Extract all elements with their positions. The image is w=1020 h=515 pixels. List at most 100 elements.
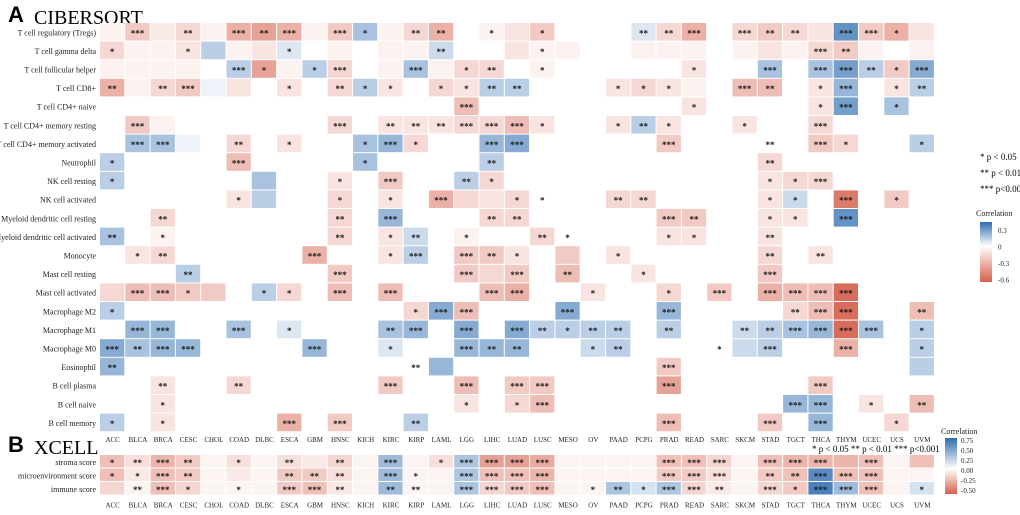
heatmap-cell [859, 455, 884, 468]
significance-mark: ** [614, 196, 624, 206]
significance-mark: * [110, 471, 115, 481]
heatmap-cell [378, 339, 403, 357]
heatmap-cell [454, 23, 479, 41]
heatmap-cell [884, 413, 909, 432]
heatmap-cell [353, 283, 378, 301]
heatmap-cell [277, 23, 302, 41]
significance-mark: *** [839, 289, 853, 299]
row-label: T cell CD4+ memory resting [4, 121, 96, 130]
row-label: B cell memory [48, 419, 96, 428]
heatmap-cell [201, 209, 226, 227]
significance-mark: ** [335, 214, 345, 224]
heatmap-cell [707, 153, 732, 171]
heatmap-cell [277, 413, 302, 432]
significance-mark: *** [814, 419, 828, 429]
heatmap-cell [606, 482, 631, 495]
heatmap-cell [757, 97, 783, 115]
heatmap-cell [884, 190, 909, 208]
row-label: Monocyte [64, 252, 97, 261]
heatmap-cell [226, 97, 251, 115]
heatmap-cell [757, 41, 783, 60]
heatmap-cell [201, 134, 226, 153]
heatmap-cell [251, 246, 277, 264]
heatmap-cell [201, 320, 226, 339]
heatmap-cell [656, 246, 681, 264]
heatmap-cell [100, 23, 125, 41]
heatmap-cell [808, 302, 833, 320]
heatmap-cell [353, 153, 378, 171]
column-label: PAAD [609, 502, 627, 510]
heatmap-cell [656, 116, 681, 134]
heatmap-cell [251, 209, 277, 227]
heatmap-cell [732, 78, 757, 97]
heatmap-cell [681, 320, 707, 339]
heatmap-cell [631, 339, 656, 357]
heatmap-cell [681, 190, 707, 208]
heatmap-cell [555, 320, 580, 339]
significance-mark: * [110, 458, 115, 468]
heatmap-cell [226, 468, 251, 481]
significance-mark: *** [409, 252, 423, 262]
significance-mark: ** [765, 159, 775, 169]
significance-mark: ** [108, 233, 118, 243]
significance-mark: *** [409, 326, 423, 336]
heatmap-cell [302, 97, 327, 115]
heatmap-cell [757, 60, 783, 78]
heatmap-cell [100, 395, 125, 413]
column-label: OV [588, 436, 598, 444]
significance-mark: *** [814, 485, 828, 495]
heatmap-cell [175, 171, 201, 190]
significance-key: * p < 0.05 [980, 152, 1017, 162]
significance-mark: *** [510, 121, 524, 131]
heatmap-cell [757, 171, 783, 190]
heatmap-cell [732, 134, 757, 153]
heatmap-cell [833, 482, 858, 495]
heatmap-cell [403, 116, 428, 134]
row-label: T cell regulatory (Tregs) [18, 28, 97, 37]
heatmap-cell [479, 413, 504, 432]
heatmap-cell [757, 455, 783, 468]
significance-mark: ** [411, 363, 421, 373]
significance-mark: * [742, 121, 747, 131]
significance-mark: *** [713, 289, 727, 299]
heatmap-cell [454, 283, 479, 301]
heatmap-cell [277, 227, 302, 246]
column-label: GBM [307, 436, 324, 444]
heatmap-cell [859, 264, 884, 283]
heatmap-cell [327, 283, 352, 301]
significance-mark: ** [791, 471, 801, 481]
heatmap-cell [353, 413, 378, 432]
legend-a-tick: -0.3 [998, 260, 1010, 268]
significance-mark: *** [814, 47, 828, 57]
heatmap-cell [251, 23, 277, 41]
significance-mark: *** [485, 458, 499, 468]
heatmap-cell [175, 320, 201, 339]
significance-mark: * [110, 419, 115, 429]
heatmap-cell [504, 413, 530, 432]
heatmap-cell [884, 60, 909, 78]
heatmap-cell [251, 455, 277, 468]
heatmap-cell [175, 41, 201, 60]
significance-mark: * [110, 47, 115, 57]
heatmap-cell [833, 283, 858, 301]
significance-mark: ** [639, 28, 649, 38]
heatmap-cell [656, 302, 681, 320]
heatmap-cell [403, 264, 428, 283]
heatmap-cell [504, 41, 530, 60]
heatmap-cell [454, 246, 479, 264]
significance-mark: *** [460, 485, 474, 495]
significance-mark: ** [614, 485, 624, 495]
heatmap-cell [859, 413, 884, 432]
heatmap-cell [454, 190, 479, 208]
significance-mark: *** [333, 66, 347, 76]
heatmap-cell [100, 227, 125, 246]
heatmap-cell [302, 468, 327, 481]
significance-mark: *** [864, 471, 878, 481]
heatmap-cell [909, 171, 934, 190]
heatmap-cell [631, 23, 656, 41]
heatmap-cell [504, 376, 530, 394]
significance-mark: *** [814, 289, 828, 299]
heatmap-cell [251, 395, 277, 413]
significance-mark: *** [434, 196, 448, 206]
heatmap-cell [757, 116, 783, 134]
